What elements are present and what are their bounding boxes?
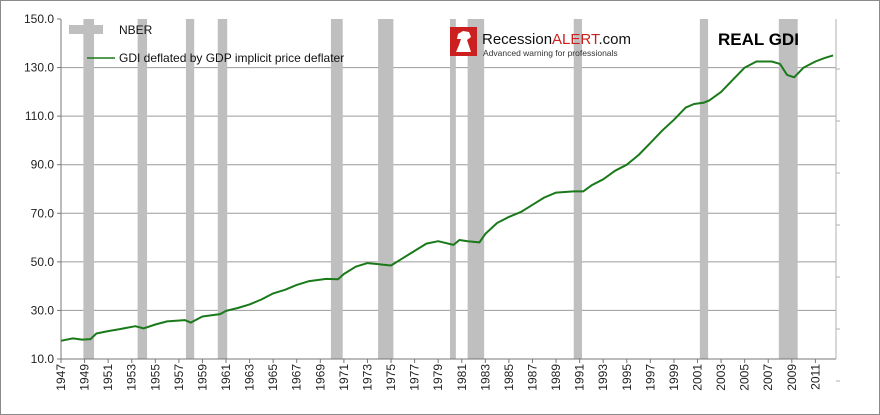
series-line-gdi xyxy=(60,54,834,342)
legend-label-gdi: GDI deflated by GDP implicit price defla… xyxy=(119,51,344,65)
x-tick-label-22: 1991 xyxy=(573,364,587,391)
recession-bar-8 xyxy=(573,19,582,359)
x-tick-label-1: 1949 xyxy=(78,364,92,391)
x-tick-label-25: 1997 xyxy=(643,364,657,391)
y-tick-label-0: 10.0 xyxy=(31,352,55,366)
y-tick-label-5: 110.0 xyxy=(25,109,54,123)
x-tick-label-16: 1979 xyxy=(431,364,445,391)
y-tick-label-2: 50.0 xyxy=(31,255,55,269)
axes xyxy=(60,19,840,382)
brand-logo: RecessionALERT.com Advanced warning for … xyxy=(450,27,631,58)
plot-area xyxy=(61,19,836,359)
x-tick-label-27: 2001 xyxy=(691,364,705,391)
brand-name-part3: .com xyxy=(598,31,631,48)
x-tick-label-31: 2009 xyxy=(785,364,799,391)
x-tick-label-15: 1977 xyxy=(408,364,422,391)
x-tick-label-7: 1961 xyxy=(219,364,233,391)
recession-bar-5 xyxy=(378,19,394,359)
x-tick-label-26: 1999 xyxy=(667,364,681,391)
y-tick-label-7: 150.0 xyxy=(24,12,54,26)
brand-tagline: Advanced warning for professionals xyxy=(483,48,618,58)
y-axis-ticks: 10.0 30.0 50.0 70.0 90.0 110.0 130.0 150.0 xyxy=(24,12,61,366)
series-layer xyxy=(60,54,834,342)
x-tick-label-23: 1993 xyxy=(596,364,610,391)
recession-bar-1 xyxy=(137,19,148,359)
x-axis-ticks: 1947 1949 1951 1953 1955 1957 1959 1961 1963 1965… xyxy=(54,359,822,391)
x-tick-label-12: 1971 xyxy=(337,364,351,391)
x-tick-label-13: 1973 xyxy=(360,364,374,391)
x-tick-label-10: 1967 xyxy=(290,364,304,391)
brand-name: RecessionALERT.com xyxy=(482,31,631,48)
nber-recession-bars xyxy=(83,19,798,359)
x-tick-label-4: 1955 xyxy=(148,364,162,391)
legend-swatch-nber xyxy=(69,25,103,34)
y-tick-label-1: 30.0 xyxy=(31,303,55,317)
y-tick-label-4: 90.0 xyxy=(31,158,55,172)
recession-bar-7 xyxy=(467,19,485,359)
recession-bar-9 xyxy=(699,19,709,359)
legend: NBER GDI deflated by GDP implicit price … xyxy=(69,23,344,65)
brand-name-part2: ALERT xyxy=(552,31,600,48)
x-tick-label-20: 1987 xyxy=(525,364,539,391)
x-tick-label-8: 1963 xyxy=(243,364,257,391)
x-tick-label-11: 1969 xyxy=(313,364,327,391)
x-tick-label-9: 1965 xyxy=(266,364,280,391)
recession-bar-3 xyxy=(217,19,228,359)
knight-chess-icon-glyph xyxy=(456,31,471,52)
x-tick-label-30: 2007 xyxy=(761,364,775,391)
x-tick-label-18: 1983 xyxy=(478,364,492,391)
x-tick-label-14: 1975 xyxy=(384,364,398,391)
x-tick-label-32: 2011 xyxy=(808,364,822,390)
x-tick-label-29: 2005 xyxy=(738,364,752,391)
x-tick-label-5: 1957 xyxy=(172,364,186,391)
recession-bar-10 xyxy=(778,19,798,359)
x-tick-label-0: 1947 xyxy=(54,364,68,391)
brand-name-part1: Recession xyxy=(482,31,552,48)
legend-label-nber: NBER xyxy=(119,23,153,37)
recession-bar-6 xyxy=(449,19,456,359)
recession-bar-2 xyxy=(185,19,195,359)
x-tick-label-3: 1953 xyxy=(125,364,139,391)
x-tick-label-17: 1981 xyxy=(455,364,469,391)
y-tick-label-3: 70.0 xyxy=(31,206,55,220)
x-tick-label-2: 1951 xyxy=(101,364,115,391)
y-tick-label-6: 130.0 xyxy=(24,61,54,75)
recession-bar-0 xyxy=(83,19,95,359)
recession-bar-4 xyxy=(330,19,343,359)
x-tick-label-19: 1985 xyxy=(502,364,516,391)
x-tick-label-24: 1995 xyxy=(620,364,634,391)
x-tick-label-21: 1989 xyxy=(549,364,563,391)
x-tick-label-28: 2003 xyxy=(714,364,728,391)
chart-title: REAL GDI xyxy=(718,30,799,49)
x-tick-label-6: 1959 xyxy=(195,364,209,391)
